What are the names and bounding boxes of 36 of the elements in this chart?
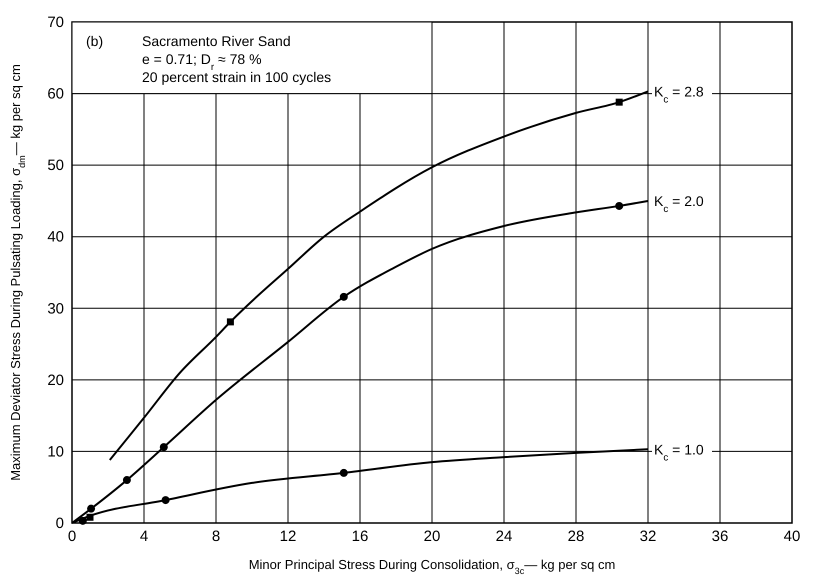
point — [162, 496, 170, 504]
series-label: K$_{c}$ = 2.8 — [654, 83, 704, 105]
x-tick-label: 40 — [784, 528, 800, 545]
y-tick-label: 40 — [47, 228, 64, 246]
x-tick-label: 0 — [68, 528, 76, 545]
point — [87, 504, 96, 513]
point — [340, 468, 348, 477]
series-label: K$_{c}$ = 1.0 — [654, 441, 704, 463]
x-axis-title: Minor Principal Stress During Consolidation, σ$_{3c}$— kg per sq cm — [248, 557, 616, 576]
series-label: K$_{c}$ = 2.0 — [654, 192, 704, 214]
x-tick-label: 32 — [640, 528, 656, 545]
x-tick-label: 28 — [568, 528, 584, 545]
x-tick-label: 8 — [212, 528, 220, 545]
point — [616, 98, 623, 106]
point — [160, 443, 168, 452]
x-tick-label: 36 — [712, 528, 728, 545]
y-tick-label: 50 — [47, 157, 64, 174]
y-tick-label: 60 — [47, 86, 64, 103]
annotation: (b) — [86, 33, 104, 49]
y-tick-label: 30 — [47, 300, 64, 318]
x-tick-label: 4 — [140, 528, 148, 545]
y-tick-label: 20 — [47, 372, 64, 389]
point — [226, 318, 234, 326]
point — [615, 202, 624, 210]
x-tick-label: 16 — [352, 528, 368, 545]
x-tick-label: 20 — [424, 528, 440, 545]
point — [122, 476, 131, 484]
x-tick-label: 12 — [280, 528, 296, 545]
point — [86, 514, 94, 521]
point — [78, 516, 87, 525]
point — [340, 292, 348, 301]
annotation: Sacramento River Sand — [142, 33, 291, 49]
y-tick-label: 70 — [47, 14, 64, 31]
x-tick-label: 24 — [496, 528, 512, 545]
y-tick-label: 10 — [47, 443, 64, 460]
y-tick-label: 0 — [56, 515, 64, 532]
